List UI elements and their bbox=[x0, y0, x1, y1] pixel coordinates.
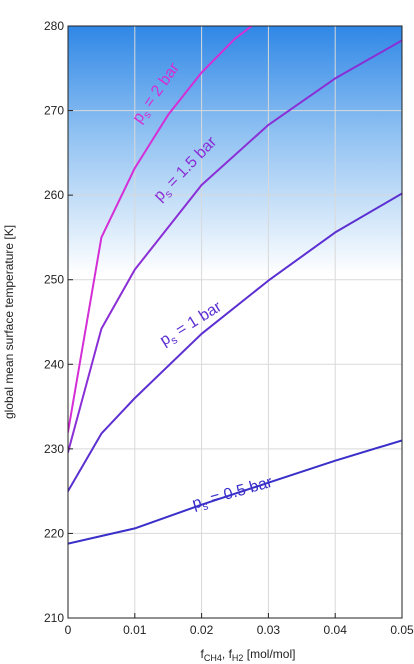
ticks bbox=[67, 25, 403, 619]
x-tick-label: 0.05 bbox=[390, 623, 414, 637]
y-tick-label: 230 bbox=[44, 442, 64, 456]
x-tick-label: 0 bbox=[65, 623, 72, 637]
y-tick-label: 260 bbox=[44, 188, 64, 202]
plot-background bbox=[68, 26, 402, 618]
tick-labels: 0 0.01 0.02 0.03 0.04 0.05 210 220 230 240 250 260 2… bbox=[44, 19, 414, 637]
y-tick-label: 240 bbox=[44, 357, 64, 371]
x-tick-label: 0.02 bbox=[190, 623, 214, 637]
y-tick-label: 210 bbox=[44, 611, 64, 625]
series-line-0 bbox=[68, 439, 402, 545]
y-tick-label: 250 bbox=[44, 273, 64, 287]
series-line-3 bbox=[68, 26, 253, 433]
y-tick-label: 220 bbox=[44, 526, 64, 540]
x-tick-label: 0.03 bbox=[257, 623, 281, 637]
y-tick-label: 280 bbox=[44, 19, 64, 33]
series-line-1 bbox=[68, 192, 402, 493]
x-axis-label: fCH4, fH2 [mol/mol] bbox=[201, 647, 296, 663]
series-line-2 bbox=[68, 39, 402, 454]
plot-frame bbox=[67, 25, 403, 619]
series-lines bbox=[68, 26, 402, 545]
y-tick-label: 270 bbox=[44, 104, 64, 118]
y-axis-label: global mean surface temperature [K] bbox=[2, 225, 16, 419]
x-tick-label: 0.04 bbox=[324, 623, 348, 637]
x-tick-label: 0.01 bbox=[123, 623, 147, 637]
